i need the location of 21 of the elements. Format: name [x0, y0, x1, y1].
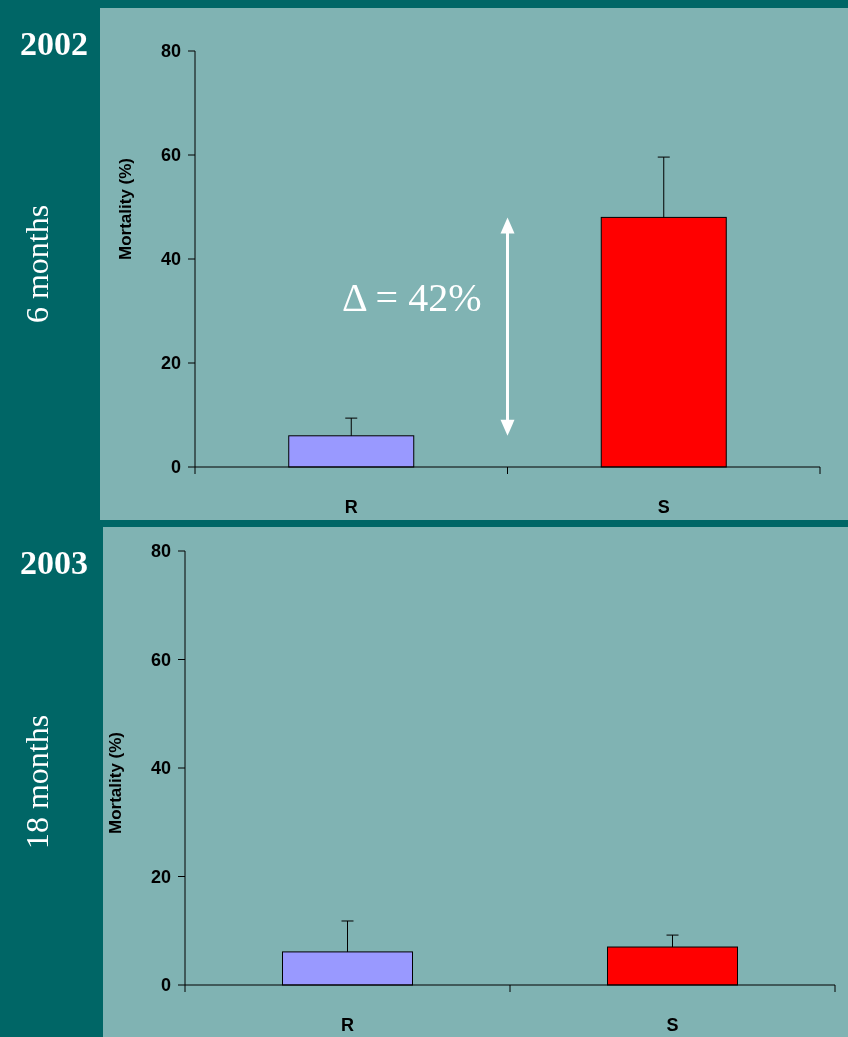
x-tick-label: S [657, 497, 670, 517]
y-tick-label: 60 [150, 649, 171, 670]
y-axis-title: Mortality (%) [116, 158, 135, 260]
y-tick-label: 40 [150, 758, 171, 779]
y-tick-label: 0 [170, 457, 181, 478]
y-tick-label: 80 [160, 41, 181, 62]
chart-title: 2002 [20, 25, 88, 62]
x-tick-label: R [341, 1015, 354, 1035]
annotation: Δ = 42% [342, 275, 482, 320]
text: 18 months [19, 714, 55, 850]
y-axis-title: Mortality (%) [106, 732, 125, 834]
y-tick-label: 80 [150, 541, 171, 562]
y-tick-label: 60 [160, 145, 181, 166]
text: 6 months [19, 204, 55, 324]
y-tick-label: 0 [160, 975, 171, 996]
x-tick-label: S [666, 1015, 679, 1035]
y-tick-label: 20 [160, 353, 181, 374]
y-tick-label: 20 [150, 866, 171, 887]
y-tick-label: 40 [160, 249, 181, 270]
chart-title: 2003 [20, 544, 88, 581]
x-tick-label: R [344, 497, 358, 517]
